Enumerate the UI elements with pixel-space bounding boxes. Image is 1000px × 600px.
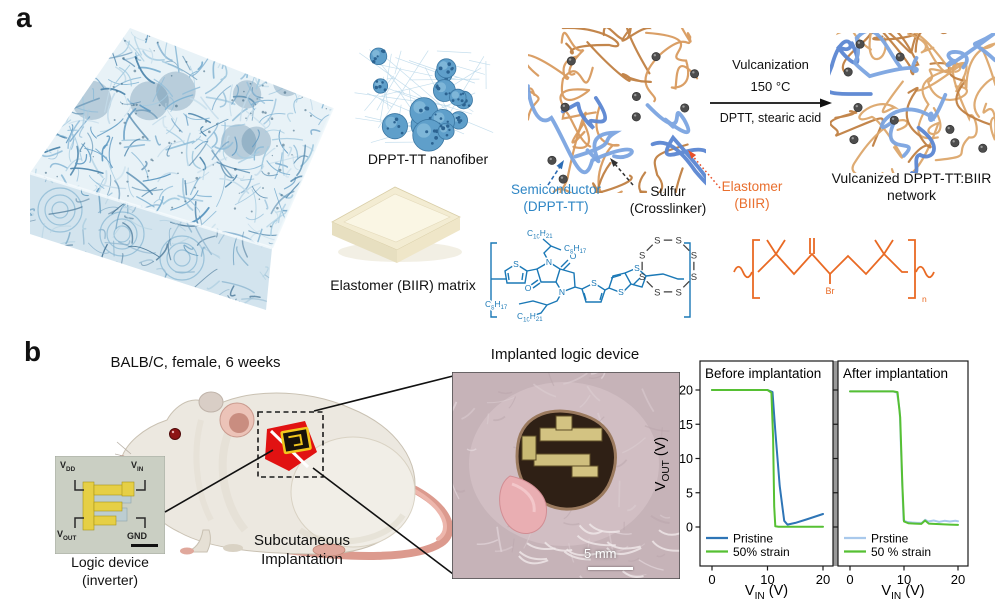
nanofiber-mat-illustration xyxy=(30,28,334,310)
procedure-label: Subcutaneous Implantation xyxy=(254,532,350,568)
mouse-illustration xyxy=(115,391,454,560)
alkyl-label: C8H17 xyxy=(485,299,507,311)
vulcanized-network-illustration xyxy=(830,33,995,173)
o-atom-label: O xyxy=(525,283,532,293)
implant-site-box xyxy=(257,411,324,478)
legend-label: 50% strain xyxy=(733,545,790,559)
elastomer-label: Elastomer (BIIR) xyxy=(721,179,783,211)
device-caption: Logic device (inverter) xyxy=(71,554,149,588)
legend-label: 50 % strain xyxy=(871,545,931,559)
pointer-arrows xyxy=(547,150,721,189)
elastomer-caption: Elastomer (BIIR) matrix xyxy=(330,277,476,293)
s-atom-label: S xyxy=(654,236,660,247)
x-tick-label: 0 xyxy=(708,572,715,587)
elastomer-slab-illustration xyxy=(331,186,462,263)
photo-title: Implanted logic device xyxy=(490,346,640,363)
s-atom-label: S xyxy=(639,251,645,262)
legend-label: Pristine xyxy=(733,532,773,546)
pin-vdd-label: VDD xyxy=(60,460,76,473)
nanofiber-caption: DPPT-TT nanofiber xyxy=(367,151,489,167)
sulfur-arrow-icon xyxy=(613,162,634,186)
s-atom-label: S xyxy=(513,259,519,269)
panel-a-label: a xyxy=(16,2,32,33)
chart-title: After implantation xyxy=(843,366,948,381)
alkyl-label: C10H21 xyxy=(517,311,543,323)
legend-label: Prstine xyxy=(871,532,909,546)
y-tick-label: 20 xyxy=(679,384,693,398)
reaction-temperature-label: 150 °C xyxy=(750,79,791,94)
chart-title: Before implantation xyxy=(705,366,821,381)
nanofiber-cluster-illustration xyxy=(354,47,494,152)
n-atom-label: N xyxy=(546,257,552,267)
reaction-reagents-label: DPTT, stearic acid xyxy=(719,111,822,125)
n-atom-label: N xyxy=(559,287,565,297)
panel-b-label: b xyxy=(24,336,42,367)
x-axis-label: VIN (V) xyxy=(881,583,924,600)
semiconductor-arrow-icon xyxy=(547,164,562,186)
y-tick-label: 0 xyxy=(686,521,693,535)
implanted-device-photo xyxy=(452,372,680,579)
subject-label: BALB/C, female, 6 weeks xyxy=(110,354,281,371)
x-tick-label: 0 xyxy=(846,572,853,587)
x-tick-label: 10 xyxy=(760,572,774,587)
semiconductor-label: Semiconductor (DPPT-TT) xyxy=(510,182,602,214)
s-atom-label: S xyxy=(654,287,660,298)
photo-scale-bar xyxy=(588,567,633,570)
series-line xyxy=(711,389,824,528)
x-tick-label: 10 xyxy=(897,572,911,587)
sulfur-label: Sulfur (Crosslinker) xyxy=(629,184,707,216)
probe-brackets xyxy=(74,480,146,528)
s-atom-label: S xyxy=(591,278,597,288)
y-tick-label: 15 xyxy=(679,418,693,432)
x-tick-label: 20 xyxy=(816,572,830,587)
o-atom-label: O xyxy=(570,251,577,261)
s-atom-label: S xyxy=(676,287,682,298)
s-atom-label: S xyxy=(691,251,697,262)
repeat-unit-label: n xyxy=(922,294,927,304)
photo-scale-label: 5 mm xyxy=(584,546,617,561)
pin-gnd-label: GND xyxy=(127,531,147,541)
pin-vin-label: VIN xyxy=(131,460,144,473)
x-axis-label: VIN (V) xyxy=(745,583,788,600)
x-tick-label: 20 xyxy=(951,572,965,587)
reaction-arrow-icon xyxy=(710,98,832,108)
y-tick-label: 5 xyxy=(686,486,693,500)
alkyl-label: C10H21 xyxy=(527,228,553,240)
s-atom-label: S xyxy=(639,272,645,283)
callout-lines xyxy=(164,375,454,575)
series-line xyxy=(849,390,959,526)
polymer-network-illustration xyxy=(528,28,706,193)
y-axis-label: VOUT (V) xyxy=(653,437,672,491)
inverter-electrodes xyxy=(82,481,135,531)
s-atom-label: S xyxy=(634,263,640,273)
s-atom-label: S xyxy=(618,287,624,297)
inset-scale-bar xyxy=(131,544,158,547)
product-label: Vulcanized DPPT-TT:BIIR network xyxy=(831,170,992,203)
s-atom-label: S xyxy=(691,272,697,283)
elastomer-arrow-icon xyxy=(690,153,721,189)
inverter-transfer-charts: VOUT (V) 0 5 10 15 20 0 10 20 Before implantation… xyxy=(653,360,969,600)
br-atom-label: Br xyxy=(826,286,835,296)
pin-vout-label: VOUT xyxy=(57,529,77,542)
y-tick-label: 10 xyxy=(679,452,693,466)
biir-structure: Br n xyxy=(733,238,935,304)
logic-device-photo xyxy=(55,456,165,554)
reaction-step-label: Vulcanization xyxy=(732,57,809,72)
s-atom-label: S xyxy=(676,236,682,247)
dppt-tt-structure: S N N O O S S S C10H21 C8H17 C8H17 C10H2… xyxy=(484,226,691,325)
